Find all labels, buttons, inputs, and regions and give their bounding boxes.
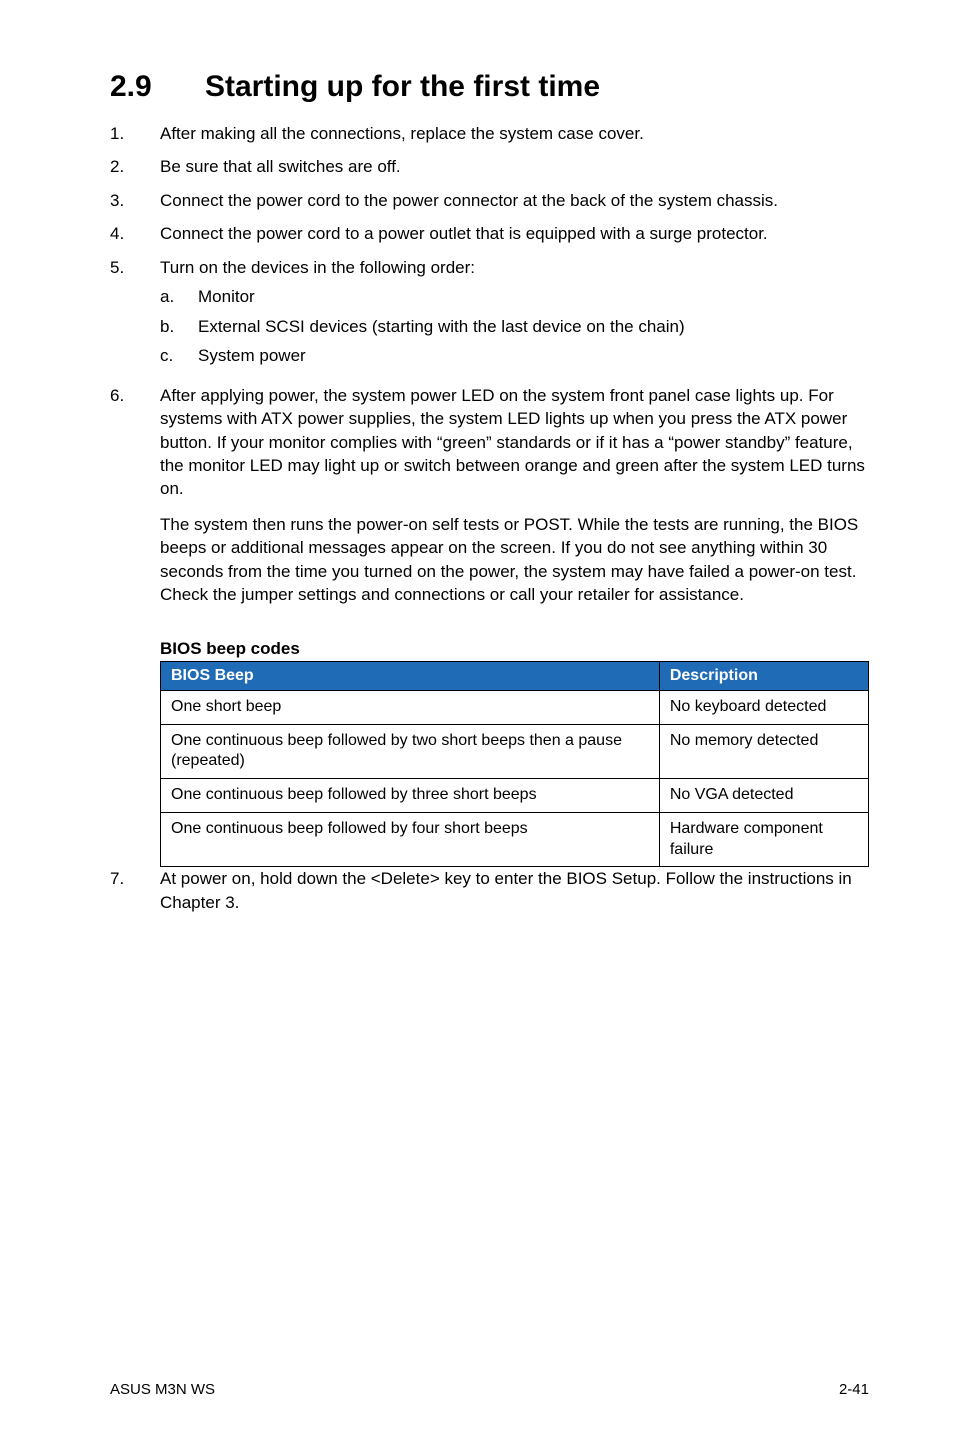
- footer-right: 2-41: [839, 1381, 869, 1398]
- table-row: One short beep No keyboard detected: [161, 690, 869, 724]
- table-caption: BIOS beep codes: [160, 639, 869, 659]
- table-cell: No VGA detected: [659, 779, 868, 813]
- steps-list: 1. After making all the connections, rep…: [110, 122, 869, 617]
- step-item: 7. At power on, hold down the <Delete> k…: [110, 867, 869, 914]
- substeps-list: a. Monitor b. External SCSI devices (sta…: [160, 285, 869, 367]
- page-footer: ASUS M3N WS 2-41: [110, 1351, 869, 1398]
- step-number: 5.: [110, 256, 160, 374]
- table-cell: One short beep: [161, 690, 660, 724]
- section-heading: 2.9Starting up for the first time: [110, 70, 869, 104]
- table-cell: One continuous beep followed by four sho…: [161, 812, 660, 867]
- substep-item: c. System power: [160, 344, 869, 367]
- step-item: 3. Connect the power cord to the power c…: [110, 189, 869, 212]
- step-text-inner: Turn on the devices in the following ord…: [160, 258, 475, 277]
- step-item: 1. After making all the connections, rep…: [110, 122, 869, 145]
- table-cell: No keyboard detected: [659, 690, 868, 724]
- step-text-p2: The system then runs the power-on self t…: [160, 513, 869, 607]
- step-item: 2. Be sure that all switches are off.: [110, 155, 869, 178]
- bios-beep-table: BIOS Beep Description One short beep No …: [160, 661, 869, 868]
- step-item: 6. After applying power, the system powe…: [110, 384, 869, 607]
- step-item: 4. Connect the power cord to a power out…: [110, 222, 869, 245]
- table-cell: One continuous beep followed by three sh…: [161, 779, 660, 813]
- substep-item: a. Monitor: [160, 285, 869, 308]
- table-header-cell: Description: [659, 661, 868, 690]
- step-text: Be sure that all switches are off.: [160, 155, 869, 178]
- step-number: 7.: [110, 867, 160, 914]
- substep-letter: c.: [160, 344, 198, 367]
- footer-left: ASUS M3N WS: [110, 1381, 215, 1398]
- step-text: After making all the connections, replac…: [160, 122, 869, 145]
- substep-text: External SCSI devices (starting with the…: [198, 315, 685, 338]
- step-text: Turn on the devices in the following ord…: [160, 256, 869, 374]
- step-text: Connect the power cord to a power outlet…: [160, 222, 869, 245]
- step-number: 4.: [110, 222, 160, 245]
- step-item: 5. Turn on the devices in the following …: [110, 256, 869, 374]
- step-text-p1: After applying power, the system power L…: [160, 386, 865, 499]
- table-row: One continuous beep followed by four sho…: [161, 812, 869, 867]
- table-row: One continuous beep followed by three sh…: [161, 779, 869, 813]
- step-number: 1.: [110, 122, 160, 145]
- table-header-row: BIOS Beep Description: [161, 661, 869, 690]
- table-row: One continuous beep followed by two shor…: [161, 724, 869, 779]
- table-header-cell: BIOS Beep: [161, 661, 660, 690]
- step-number: 2.: [110, 155, 160, 178]
- step-text: Connect the power cord to the power conn…: [160, 189, 869, 212]
- substep-item: b. External SCSI devices (starting with …: [160, 315, 869, 338]
- heading-title: Starting up for the first time: [205, 70, 600, 103]
- step-text: At power on, hold down the <Delete> key …: [160, 867, 869, 914]
- table-cell: No memory detected: [659, 724, 868, 779]
- table-cell: Hardware component failure: [659, 812, 868, 867]
- substep-letter: b.: [160, 315, 198, 338]
- heading-number: 2.9: [110, 70, 205, 104]
- step-text: After applying power, the system power L…: [160, 384, 869, 607]
- table-cell: One continuous beep followed by two shor…: [161, 724, 660, 779]
- step-number: 6.: [110, 384, 160, 607]
- step-number: 3.: [110, 189, 160, 212]
- substep-letter: a.: [160, 285, 198, 308]
- steps-list-cont: 7. At power on, hold down the <Delete> k…: [110, 867, 869, 924]
- substep-text: Monitor: [198, 285, 255, 308]
- substep-text: System power: [198, 344, 306, 367]
